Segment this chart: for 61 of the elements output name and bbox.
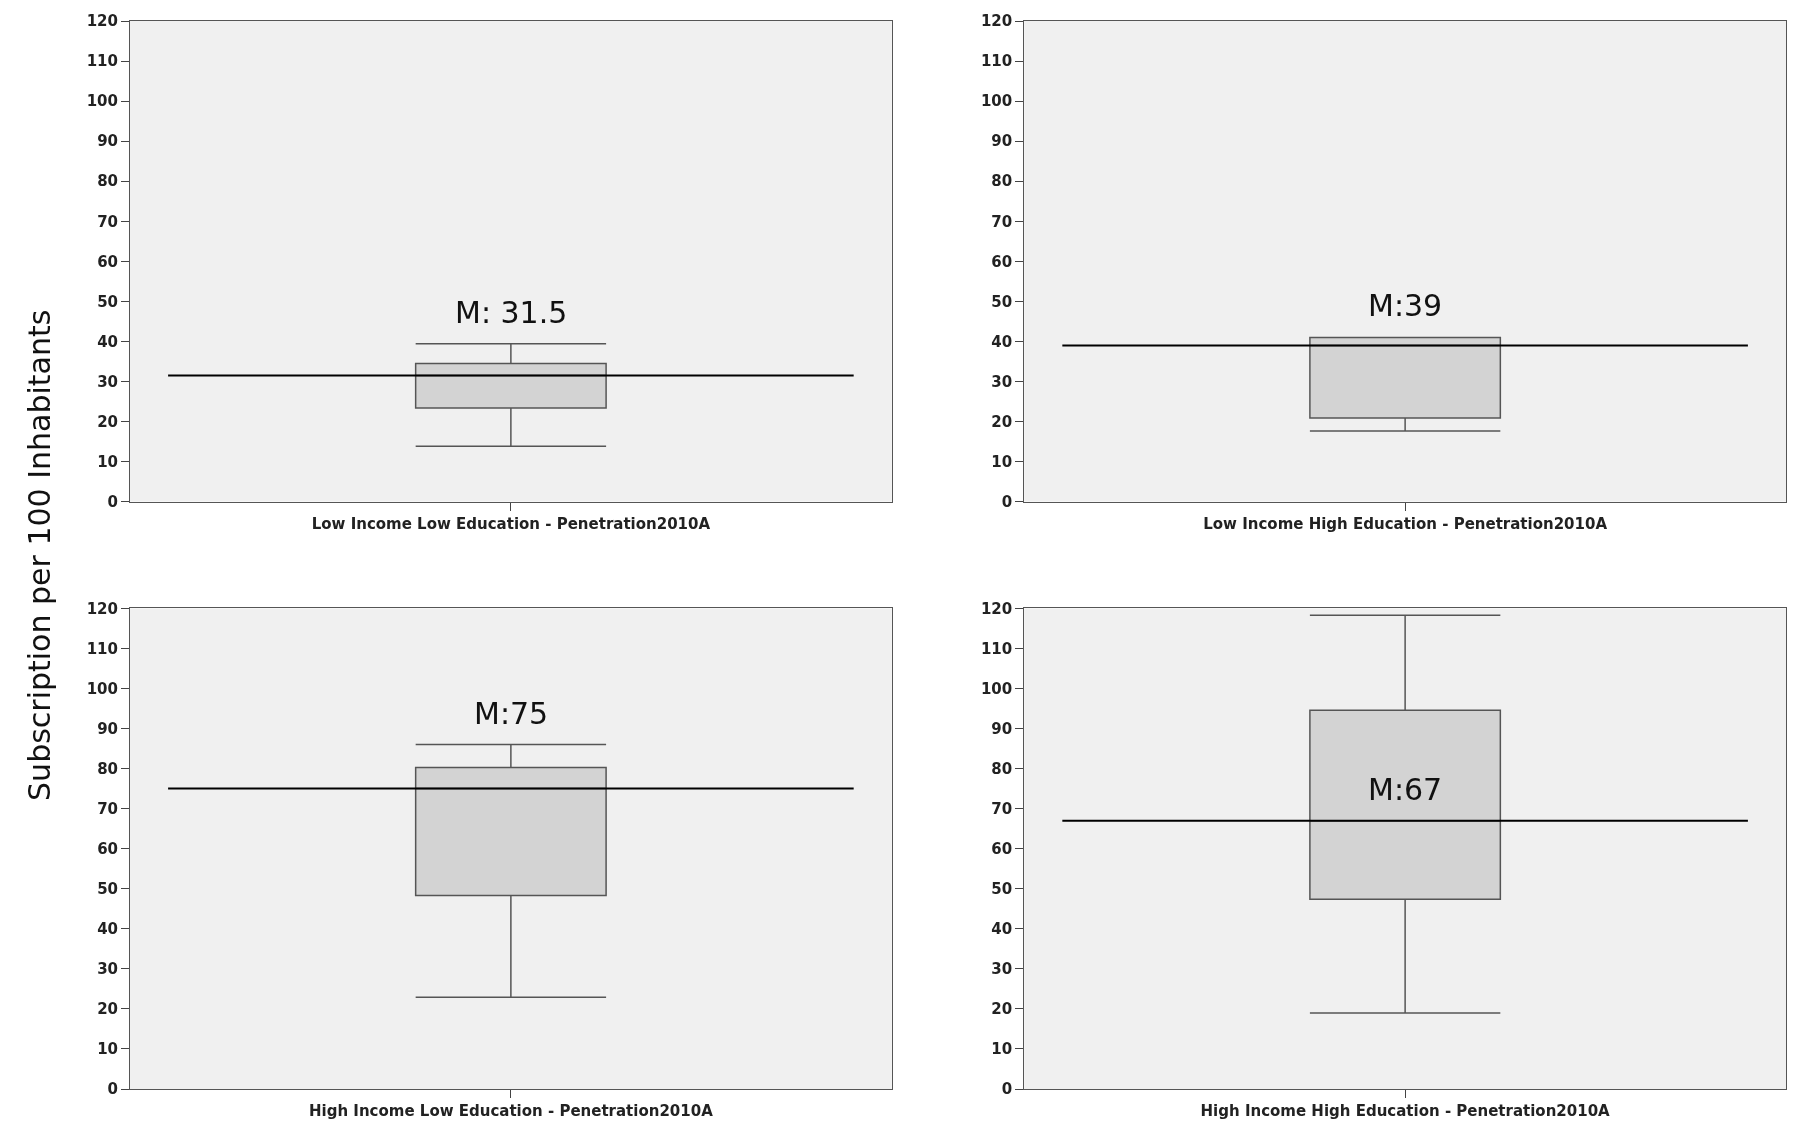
y-tick-label: 80 (97, 172, 118, 191)
x-tick-label: High Income High Education - Penetration2010A (1200, 1102, 1611, 1120)
ref-line-label: M:67 (1368, 772, 1443, 807)
y-tick-label: 50 (991, 880, 1013, 898)
y-tick-label: 110 (980, 639, 1013, 658)
x-tick-label: Low Income High Education - Penetration2010A (1203, 514, 1608, 533)
y-tick-label: 30 (97, 960, 118, 979)
y-tick-label: 110 (86, 639, 118, 658)
y-tick-label: 100 (980, 679, 1013, 698)
y-tick-label: 120 (980, 12, 1013, 31)
ref-line-label: M:75 (474, 696, 549, 731)
y-tick-label: 0 (107, 1080, 118, 1099)
x-tick-label: High Income Low Education - Penetration2010A (309, 1102, 714, 1120)
y-tick-label: 10 (97, 452, 118, 471)
y-tick-label: 40 (97, 920, 118, 939)
y-tick-label: 10 (991, 1040, 1013, 1059)
y-tick-label: 100 (86, 92, 118, 111)
y-tick-label: 10 (991, 452, 1013, 471)
y-tick-label: 120 (86, 12, 118, 31)
y-tick-label: 70 (991, 799, 1013, 818)
x-tick-label: Low Income Low Education - Penetration2010A (311, 514, 711, 533)
y-tick-label: 80 (97, 759, 118, 778)
y-tick-label: 70 (991, 212, 1013, 231)
y-tick-label: 20 (97, 412, 118, 431)
y-tick-label: 90 (97, 719, 118, 738)
y-tick-label: 90 (97, 132, 118, 151)
y-tick-label: 10 (97, 1040, 118, 1059)
y-tick-label: 60 (97, 839, 118, 858)
y-tick-label: 30 (991, 372, 1013, 391)
y-tick-label: 20 (97, 1000, 118, 1019)
y-tick-label: 120 (86, 599, 118, 618)
y-tick-label: 80 (991, 172, 1013, 191)
y-tick-label: 30 (991, 960, 1013, 979)
y-tick-label: 50 (97, 292, 118, 311)
y-tick-label: 70 (97, 799, 118, 818)
ref-line-label: M:39 (1368, 288, 1443, 323)
y-tick-label: 20 (991, 412, 1013, 431)
y-tick-label: 90 (991, 132, 1013, 151)
y-tick-label: 40 (97, 332, 118, 351)
y-tick-label: 80 (991, 759, 1013, 778)
y-tick-label: 110 (86, 52, 118, 71)
y-tick-label: 0 (1001, 1080, 1013, 1099)
y-tick-label: 120 (980, 599, 1013, 618)
y-tick-label: 70 (97, 212, 118, 231)
y-tick-label: 100 (86, 679, 118, 698)
y-tick-label: 40 (991, 332, 1013, 351)
y-tick-label: 50 (991, 292, 1013, 311)
y-tick-label: 0 (1001, 492, 1013, 511)
ref-line-label: M: 31.5 (455, 295, 568, 330)
y-tick-label: 30 (97, 372, 118, 391)
y-axis-title: Subscription per 100 Inhabitants (21, 309, 57, 801)
y-tick-label: 60 (991, 252, 1013, 271)
y-tick-label: 110 (980, 52, 1013, 71)
y-tick-label: 100 (980, 92, 1013, 111)
y-tick-label: 20 (991, 1000, 1013, 1019)
y-tick-label: 0 (107, 492, 118, 511)
y-tick-label: 60 (991, 839, 1013, 858)
y-tick-label: 90 (991, 719, 1013, 738)
y-tick-label: 50 (97, 880, 118, 898)
y-tick-label: 60 (97, 252, 118, 271)
y-tick-label: 40 (991, 920, 1013, 939)
